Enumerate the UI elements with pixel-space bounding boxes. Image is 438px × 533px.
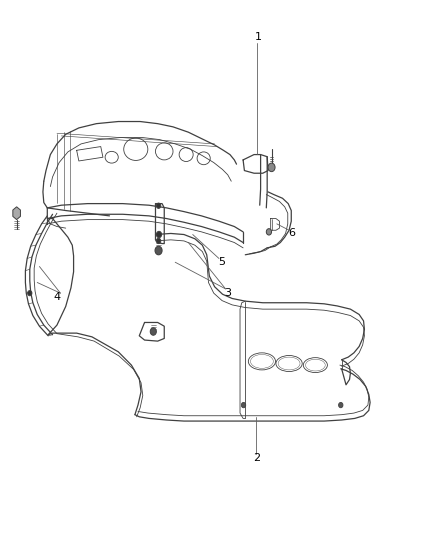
Circle shape [241,402,246,408]
Circle shape [156,231,162,238]
Circle shape [339,402,343,408]
Polygon shape [13,207,21,220]
Text: 5: 5 [218,257,225,267]
Text: 3: 3 [224,288,231,298]
Circle shape [156,203,161,208]
Circle shape [28,290,32,296]
Circle shape [155,246,162,255]
Text: 6: 6 [288,229,295,238]
Text: 4: 4 [53,293,60,302]
Text: 2: 2 [253,454,260,463]
Circle shape [156,238,161,244]
Text: 1: 1 [255,33,262,42]
Circle shape [150,328,156,335]
Circle shape [268,163,275,172]
Circle shape [266,229,272,235]
